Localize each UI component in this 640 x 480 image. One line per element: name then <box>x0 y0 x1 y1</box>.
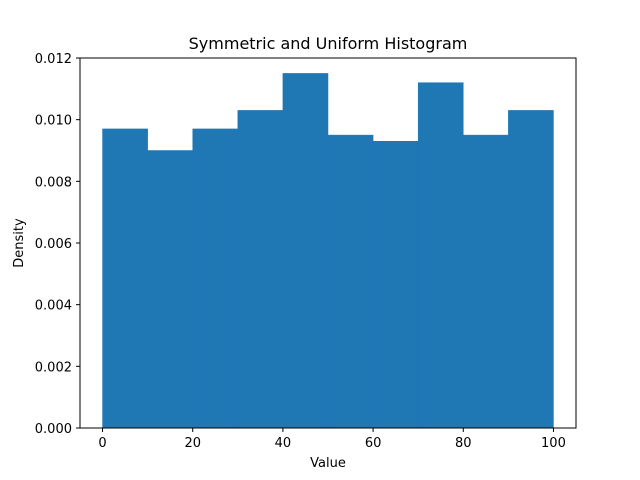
y-tick-label: 0.004 <box>35 299 72 314</box>
histogram-bar <box>463 134 509 429</box>
y-tick-label: 0.006 <box>35 237 72 252</box>
histogram-bar <box>282 73 329 429</box>
histogram-bar <box>417 82 464 429</box>
y-tick-label: 0.010 <box>35 114 72 129</box>
y-tick-label: 0.008 <box>35 175 72 190</box>
chart-title: Symmetric and Uniform Histogram <box>189 34 468 53</box>
histogram-bar <box>192 128 239 429</box>
y-tick-label: 0.000 <box>35 422 72 437</box>
y-tick-label: 0.012 <box>35 52 72 67</box>
y-axis-label: Density <box>12 218 27 268</box>
x-tick-label: 60 <box>365 436 382 451</box>
histogram-bar <box>237 110 284 429</box>
x-tick-label: 80 <box>455 436 472 451</box>
x-tick-label: 40 <box>275 436 292 451</box>
y-axis-ticks: 0.000 0.002 0.004 0.006 0.008 0.010 0.012 <box>35 52 80 437</box>
y-tick-label: 0.002 <box>35 360 72 375</box>
plot-frame <box>79 57 577 429</box>
histogram-bar <box>327 134 374 429</box>
histogram-bar <box>147 150 193 429</box>
x-axis-label: Value <box>310 456 346 471</box>
histogram-bar <box>102 128 148 429</box>
bars-group <box>102 73 554 429</box>
x-tick-label: 20 <box>184 436 201 451</box>
histogram-bar <box>508 110 554 429</box>
x-axis-ticks: 0 20 40 60 80 100 <box>98 428 566 451</box>
x-tick-label: 100 <box>541 436 566 451</box>
x-tick-label: 0 <box>98 436 106 451</box>
histogram-bar <box>372 141 419 429</box>
